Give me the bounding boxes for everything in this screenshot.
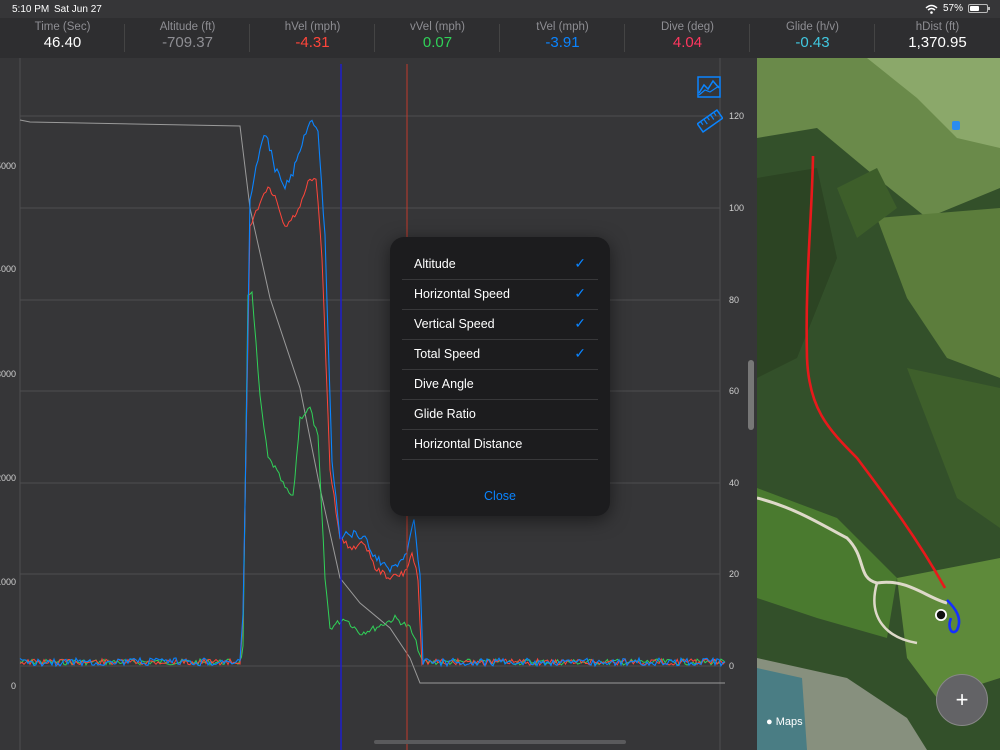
metric-value: 0.07	[422, 34, 453, 51]
metric-label: Time (Sec)	[34, 21, 91, 33]
metric-value: 46.40	[43, 34, 82, 51]
metric-label: hDist (ft)	[915, 21, 960, 33]
series-menu-item-label: Altitude	[414, 257, 456, 271]
chart-scroll-handle[interactable]	[748, 360, 754, 430]
altitude-series	[19, 119, 725, 684]
status-right: 57%	[925, 3, 990, 14]
metrics-header: Time (Sec) 46.40 Altitude (ft) -709.37 hVel …	[0, 18, 1000, 58]
red-track	[805, 155, 947, 589]
metric-label: Altitude (ft)	[159, 21, 216, 33]
series-menu-item-horizontal-speed[interactable]: Horizontal Speed ✓	[402, 279, 598, 310]
metric-value: -4.31	[295, 34, 330, 51]
metric-label: Dive (deg)	[660, 21, 715, 33]
metric-value: -709.37	[162, 34, 213, 51]
series-menu-item-label: Vertical Speed	[414, 317, 495, 331]
series-menu-item-label: Glide Ratio	[414, 407, 476, 421]
metric-value: -0.43	[795, 34, 830, 51]
maps-attribution: ● Maps	[766, 716, 803, 728]
metric-7: hDist (ft) 1,370.95	[875, 18, 1000, 58]
metric-label: hVel (mph)	[284, 21, 341, 33]
left-axis-tick: 2000	[0, 473, 16, 483]
chart-toggle-icon[interactable]	[697, 76, 721, 98]
plus-icon: +	[955, 687, 969, 712]
left-axis-tick: 0	[11, 681, 16, 691]
metric-0: Time (Sec) 46.40	[0, 18, 125, 58]
right-axis-tick: 120	[729, 111, 744, 121]
battery-icon	[968, 4, 990, 13]
status-time: 5:10 PM	[12, 4, 50, 15]
checkmark-icon: ✓	[574, 285, 586, 301]
vertical-speed-series	[19, 290, 726, 667]
right-axis-tick: 0	[729, 661, 734, 671]
metric-4: tVel (mph) -3.91	[500, 18, 625, 58]
left-axis-tick: 4000	[0, 264, 16, 274]
close-button[interactable]: Close	[484, 489, 516, 503]
metric-value: 4.04	[672, 34, 703, 51]
status-date: Sat Jun 27	[54, 4, 102, 15]
total-speed-series	[19, 119, 726, 668]
metric-3: vVel (mph) 0.07	[375, 18, 500, 58]
series-menu-item-total-speed[interactable]: Total Speed ✓	[402, 339, 598, 370]
apple-logo-icon: ●	[766, 716, 773, 728]
blue-track	[946, 599, 961, 634]
maps-attribution-text: Maps	[775, 716, 803, 728]
battery-percent: 57%	[942, 3, 963, 14]
series-menu-item-label: Horizontal Speed	[414, 287, 510, 301]
map-terrain	[757, 58, 1000, 750]
satellite-map[interactable]	[757, 58, 1000, 750]
series-menu-item-dive-angle[interactable]: Dive Angle	[402, 369, 598, 400]
horizontal-speed-series	[19, 177, 726, 666]
metric-1: Altitude (ft) -709.37	[125, 18, 250, 58]
status-bar: 5:10 PM Sat Jun 27 57%	[0, 0, 1000, 18]
add-button[interactable]: +	[936, 674, 988, 726]
metric-value: 1,370.95	[908, 34, 967, 51]
series-menu-item-glide-ratio[interactable]: Glide Ratio	[402, 399, 598, 430]
metric-5: Dive (deg) 4.04	[625, 18, 750, 58]
left-axis-tick: 3000	[0, 369, 16, 379]
metric-value: -3.91	[545, 34, 580, 51]
checkmark-icon: ✓	[574, 345, 586, 361]
series-menu-popup: Close Altitude ✓ Horizontal Speed ✓ Vertical…	[390, 237, 610, 516]
right-axis-tick: 20	[729, 569, 739, 579]
right-axis-tick: 100	[729, 203, 744, 213]
home-indicator[interactable]	[374, 740, 626, 744]
series-menu-item-vertical-speed[interactable]: Vertical Speed ✓	[402, 309, 598, 340]
metric-label: vVel (mph)	[410, 21, 465, 33]
checkmark-icon: ✓	[574, 315, 586, 331]
series-menu-item-label: Dive Angle	[414, 377, 474, 391]
series-menu-item-label: Horizontal Distance	[414, 437, 523, 451]
right-axis-tick: 40	[729, 478, 739, 488]
metric-2: hVel (mph) -4.31	[250, 18, 375, 58]
series-menu-item-altitude[interactable]: Altitude ✓	[402, 249, 598, 280]
right-axis-tick: 80	[729, 295, 739, 305]
metric-label: Glide (h/v)	[785, 21, 840, 33]
right-axis-tick: 60	[729, 386, 739, 396]
wifi-icon	[925, 4, 938, 14]
left-axis-tick: 1000	[0, 577, 16, 587]
checkmark-icon: ✓	[574, 255, 586, 271]
series-menu-item-horizontal-distance[interactable]: Horizontal Distance	[402, 429, 598, 460]
series-menu-item-label: Total Speed	[414, 347, 481, 361]
metric-6: Glide (h/v) -0.43	[750, 18, 875, 58]
ruler-icon[interactable]	[697, 108, 723, 134]
metric-label: tVel (mph)	[536, 21, 589, 33]
